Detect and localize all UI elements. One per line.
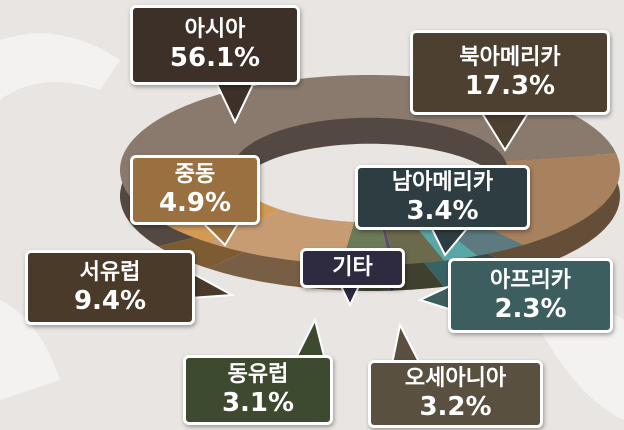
value-label: 17.3% bbox=[464, 70, 556, 101]
value-label: 3.2% bbox=[419, 392, 492, 422]
callout-pointer bbox=[390, 322, 422, 365]
callout: 기타 bbox=[300, 248, 405, 288]
callout: 아시아 56.1% bbox=[130, 5, 300, 85]
callout: 서유럽 9.4% bbox=[25, 250, 195, 325]
callout-pointer bbox=[293, 317, 327, 361]
callout: 북아메리카 17.3% bbox=[410, 30, 610, 115]
callout: 오세아니아 3.2% bbox=[368, 360, 543, 428]
category-label: 북아메리카 bbox=[459, 44, 561, 70]
category-label: 아프리카 bbox=[490, 267, 571, 293]
callout: 동유럽 3.1% bbox=[183, 355, 333, 425]
category-label: 동유럽 bbox=[227, 362, 289, 387]
value-label: 3.4% bbox=[406, 195, 479, 226]
value-label: 3.1% bbox=[221, 388, 295, 418]
value-label: 56.1% bbox=[169, 43, 261, 73]
value-label: 4.9% bbox=[158, 188, 232, 218]
category-label: 기타 bbox=[332, 255, 373, 280]
category-label: 오세아니아 bbox=[404, 366, 507, 391]
map-bg bbox=[0, 33, 624, 420]
category-label: 중동 bbox=[174, 162, 216, 187]
category-label: 남아메리카 bbox=[391, 169, 494, 195]
callout: 중동 4.9% bbox=[130, 155, 260, 225]
pointers bbox=[189, 79, 532, 365]
value-label: 9.4% bbox=[73, 285, 147, 316]
category-label: 서유럽 bbox=[79, 259, 141, 285]
callout: 아프리카 2.3% bbox=[448, 258, 613, 333]
callout-pointer bbox=[189, 270, 236, 300]
value-label: 2.3% bbox=[494, 293, 567, 324]
callout: 남아메리카 3.4% bbox=[355, 165, 530, 230]
category-label: 아시아 bbox=[184, 17, 246, 42]
